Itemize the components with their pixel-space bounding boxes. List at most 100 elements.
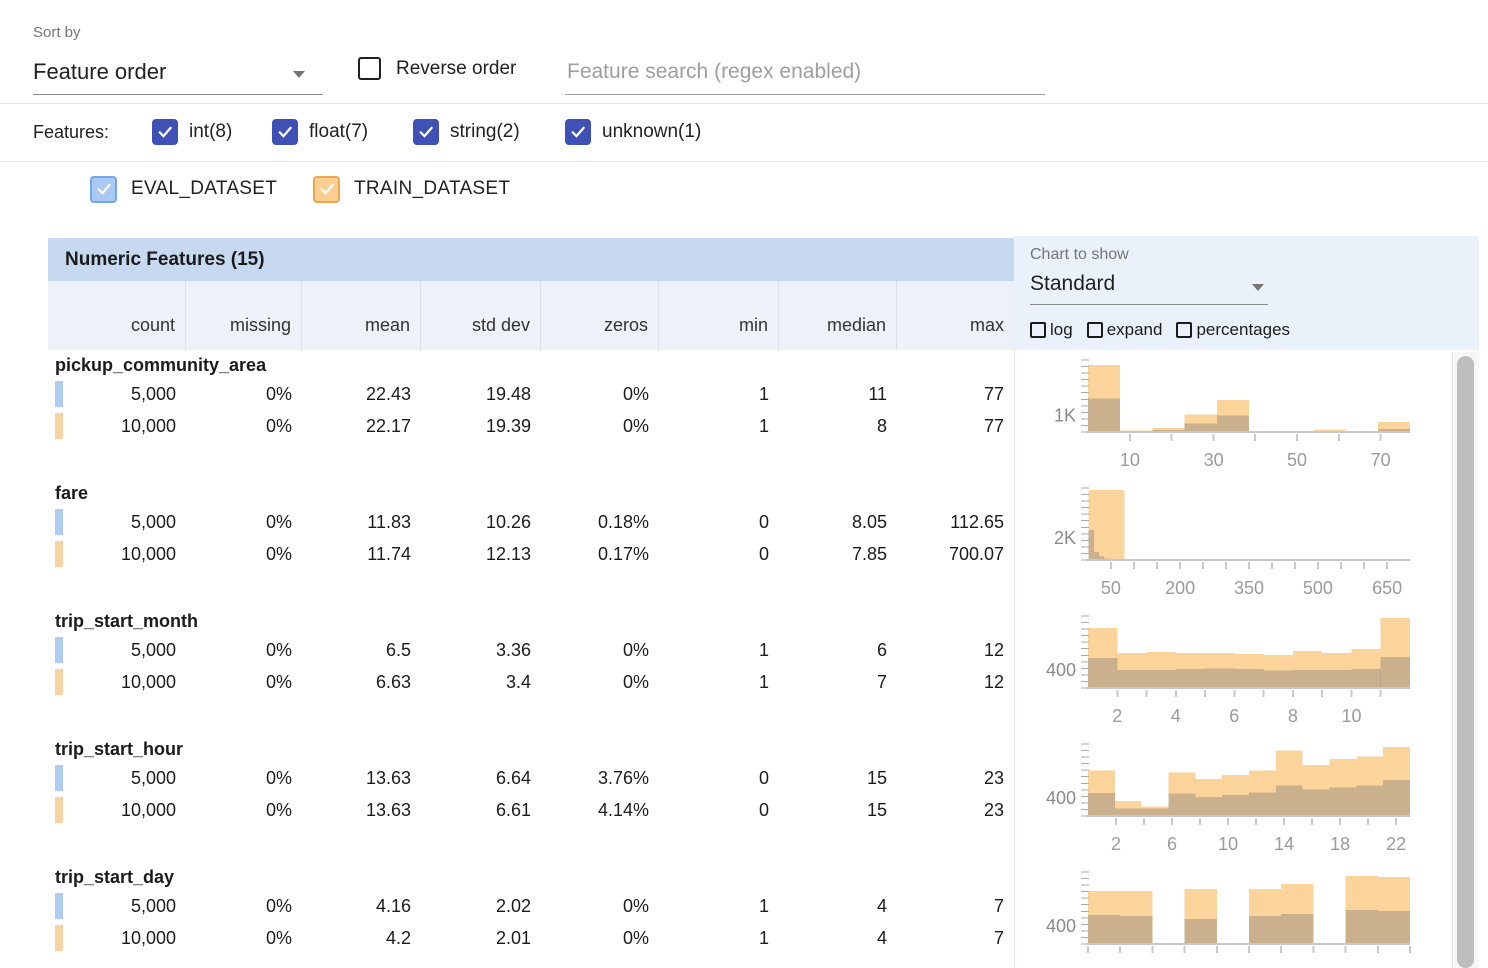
histogram-trip_start_month[interactable]: 2 4 6 8 10 400	[1020, 608, 1478, 733]
checked-checkbox[interactable]	[272, 118, 298, 145]
stat-value-zeros: 4.14%	[597, 799, 649, 820]
check-icon	[278, 126, 292, 138]
histogram-trip_start_hour[interactable]: 2 6 10 14 18 22 400	[1020, 736, 1478, 861]
stat-value-mean: 6.63	[375, 671, 411, 692]
svg-text:30: 30	[1204, 450, 1224, 470]
dataset-checkbox[interactable]	[90, 175, 117, 203]
feature-type-label: float(7)	[309, 120, 369, 142]
svg-text:22: 22	[1386, 834, 1406, 854]
stat-value-max: 77	[983, 415, 1004, 436]
feature-name: pickup_community_area	[55, 355, 267, 375]
stat-value-missing: 0%	[265, 639, 292, 660]
column-header-missing: missing	[186, 281, 302, 350]
feature-type-filter-float[interactable]: float(7)	[272, 118, 368, 145]
stat-value-zeros: 0%	[622, 639, 649, 660]
stat-value-min: 0	[758, 511, 769, 532]
feature-type-filter-unknown[interactable]: unknown(1)	[565, 118, 701, 145]
stat-value-max: 7	[993, 895, 1004, 916]
stat-value-median: 6	[876, 639, 887, 660]
stat-value-std-dev: 19.39	[485, 415, 531, 436]
feature-type-label: int(8)	[189, 120, 233, 142]
feature-type-filter-int[interactable]: int(8)	[152, 118, 232, 145]
svg-text:200: 200	[1165, 578, 1195, 598]
stat-value-min: 0	[758, 799, 769, 820]
stat-value-min: 1	[758, 671, 769, 692]
stat-value-std-dev: 3.36	[495, 639, 531, 660]
eval-color-swatch	[55, 765, 63, 791]
svg-text:400: 400	[1046, 660, 1076, 680]
checked-checkbox[interactable]	[152, 118, 178, 145]
eval-stats-row: 5,000 0% 11.83 10.26 0.18% 0 8.05 112.65	[48, 506, 1014, 538]
stat-value-zeros: 0%	[622, 671, 649, 692]
feature-block-trip_start_day: trip_start_day 5,000 0% 4.16 2.02 0% 1 4 7 10,000…	[48, 864, 1014, 968]
dataset-toggle-eval_dataset[interactable]: EVAL_DATASET	[90, 175, 277, 203]
stat-value-mean: 13.63	[365, 799, 411, 820]
check-icon	[158, 126, 172, 138]
dataset-toggle-train_dataset[interactable]: TRAIN_DATASET	[313, 175, 510, 203]
svg-text:1K: 1K	[1054, 405, 1076, 425]
feature-type-label: string(2)	[450, 120, 520, 142]
unchecked-checkbox[interactable]	[1086, 322, 1103, 338]
chart-option-percentages[interactable]: percentages	[1176, 320, 1290, 340]
table-chart-divider	[1014, 350, 1015, 968]
dataset-checkbox[interactable]	[313, 175, 340, 203]
chart-option-log[interactable]: log	[1030, 320, 1073, 340]
chevron-down-icon	[293, 71, 305, 78]
stat-value-std-dev: 2.02	[495, 895, 531, 916]
stat-value-median: 4	[876, 927, 887, 948]
column-header-mean: mean	[302, 281, 421, 350]
feature-type-filter-string[interactable]: string(2)	[413, 118, 520, 145]
stat-value-count: 10,000	[120, 543, 176, 564]
checked-checkbox[interactable]	[413, 118, 439, 145]
svg-text:350: 350	[1234, 578, 1264, 598]
histogram-trip_start_day[interactable]: 400	[1020, 864, 1478, 968]
stat-value-max: 112.65	[950, 511, 1004, 532]
stat-value-max: 23	[983, 799, 1004, 820]
scrollbar-thumb[interactable]	[1457, 356, 1474, 968]
chart-option-label: percentages	[1196, 320, 1291, 339]
feature-search-input[interactable]: Feature search (regex enabled)	[565, 55, 1045, 95]
svg-text:8: 8	[1288, 706, 1298, 726]
feature-stats-table: pickup_community_area 5,000 0% 22.43 19.48 0%…	[48, 352, 1014, 968]
stat-value-std-dev: 12.13	[485, 543, 531, 564]
sort-by-dropdown[interactable]: Feature order	[33, 55, 323, 95]
scrollbar-track[interactable]	[1452, 352, 1479, 968]
column-header-min: min	[659, 281, 779, 350]
eval-stats-row: 5,000 0% 13.63 6.64 3.76% 0 15 23	[48, 762, 1014, 794]
stat-value-count: 5,000	[130, 767, 176, 788]
checked-checkbox[interactable]	[565, 118, 591, 145]
histogram-pickup_community_area[interactable]: 10 30 50 70 1K	[1020, 352, 1478, 477]
eval-color-swatch	[55, 509, 63, 535]
stat-value-max: 12	[983, 671, 1004, 692]
reverse-order-checkbox[interactable]	[358, 57, 381, 80]
stat-value-missing: 0%	[265, 927, 292, 948]
train-color-swatch	[55, 541, 63, 567]
eval-color-swatch	[55, 637, 63, 663]
check-icon	[571, 126, 585, 138]
features-filter-label: Features:	[33, 122, 110, 142]
train-stats-row: 10,000 0% 6.63 3.4 0% 1 7 12	[48, 666, 1014, 698]
stat-value-mean: 13.63	[365, 767, 411, 788]
toolbar-divider	[0, 103, 1488, 104]
chart-type-dropdown[interactable]: Standard	[1030, 272, 1268, 305]
stat-value-min: 0	[758, 767, 769, 788]
unchecked-checkbox[interactable]	[1030, 322, 1046, 338]
svg-text:2: 2	[1112, 706, 1122, 726]
chart-type-value: Standard	[1030, 272, 1116, 295]
unchecked-checkbox[interactable]	[1176, 322, 1193, 338]
chart-option-expand[interactable]: expand	[1086, 320, 1162, 340]
svg-text:14: 14	[1274, 834, 1294, 854]
stat-value-min: 1	[758, 415, 769, 436]
svg-text:6: 6	[1167, 834, 1177, 854]
train-color-swatch	[55, 925, 63, 951]
sort-by-label: Sort by	[33, 24, 81, 41]
svg-text:400: 400	[1046, 788, 1076, 808]
stat-value-std-dev: 19.48	[485, 383, 531, 404]
histogram-fare[interactable]: 50 200 350 500 650 2K	[1020, 480, 1478, 605]
sort-by-value: Feature order	[33, 59, 167, 84]
column-header-max: max	[969, 315, 1004, 335]
train-stats-row: 10,000 0% 13.63 6.61 4.14% 0 15 23	[48, 794, 1014, 826]
stat-value-zeros: 0%	[622, 927, 649, 948]
svg-text:2K: 2K	[1054, 528, 1076, 548]
